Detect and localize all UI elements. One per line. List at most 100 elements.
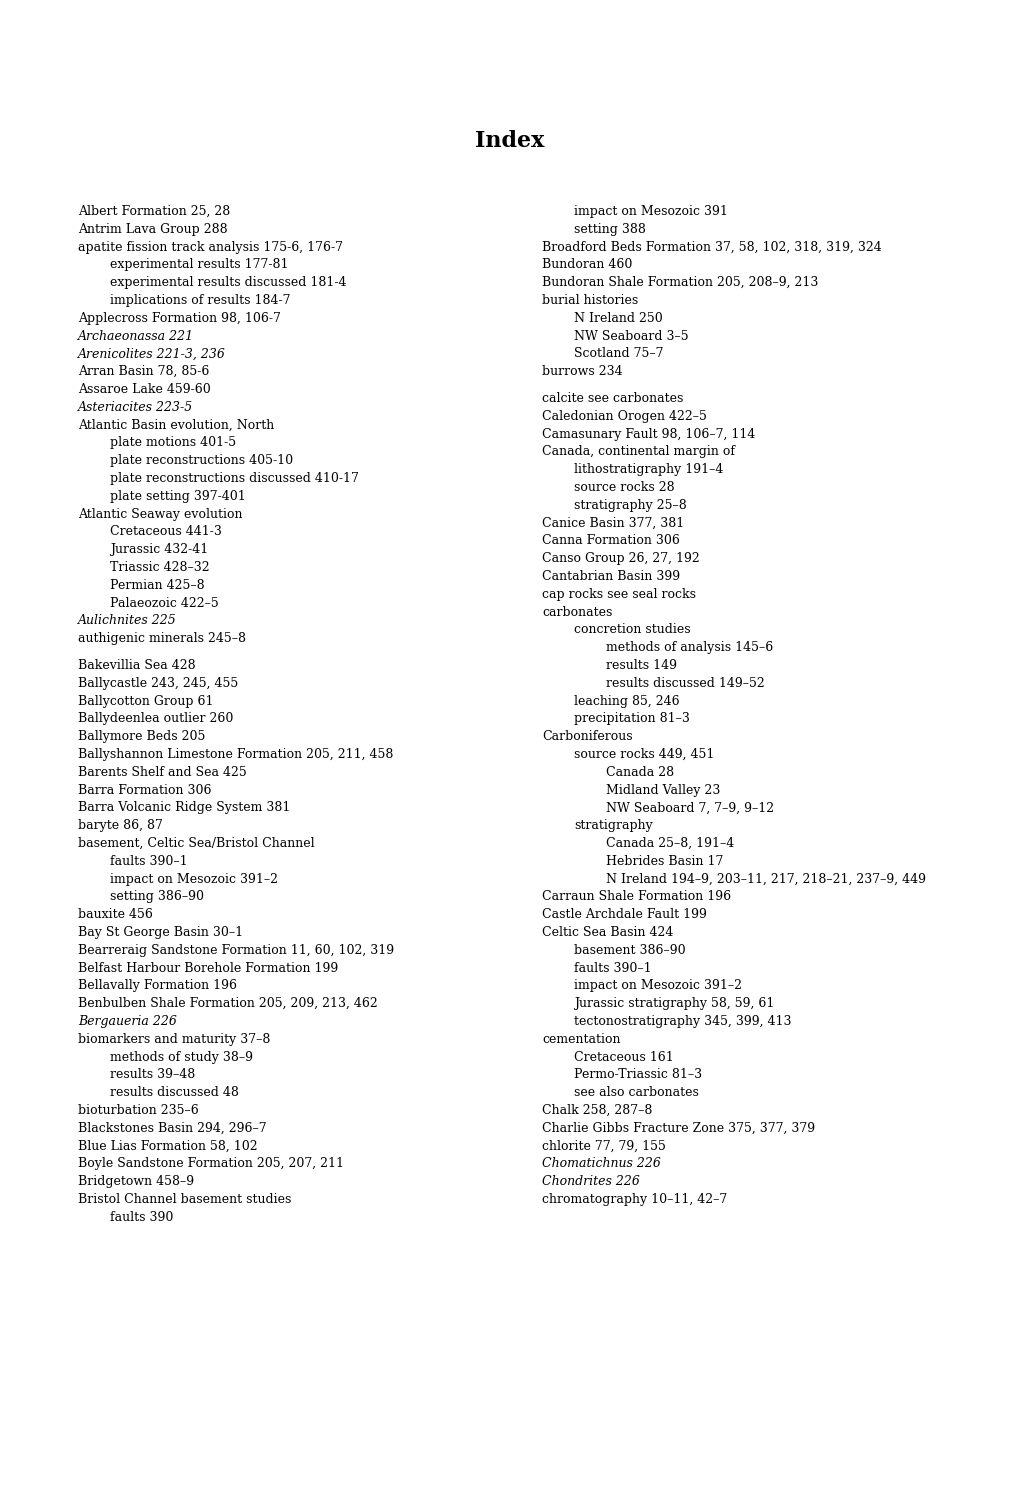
Text: Chondrites 226: Chondrites 226 xyxy=(541,1176,639,1188)
Text: baryte 86, 87: baryte 86, 87 xyxy=(77,820,163,832)
Text: Ballycastle 243, 245, 455: Ballycastle 243, 245, 455 xyxy=(77,676,238,690)
Text: NW Seaboard 7, 7–9, 9–12: NW Seaboard 7, 7–9, 9–12 xyxy=(605,802,773,814)
Text: Bridgetown 458–9: Bridgetown 458–9 xyxy=(77,1176,194,1188)
Text: Benbulben Shale Formation 205, 209, 213, 462: Benbulben Shale Formation 205, 209, 213,… xyxy=(77,998,377,1010)
Text: Canada 28: Canada 28 xyxy=(605,766,674,779)
Text: Bellavally Formation 196: Bellavally Formation 196 xyxy=(77,980,236,992)
Text: results 39–48: results 39–48 xyxy=(110,1068,195,1082)
Text: precipitation 81–3: precipitation 81–3 xyxy=(574,712,689,726)
Text: Chalk 258, 287–8: Chalk 258, 287–8 xyxy=(541,1104,652,1118)
Text: Aulichnites 225: Aulichnites 225 xyxy=(77,615,176,627)
Text: source rocks 449, 451: source rocks 449, 451 xyxy=(574,748,713,761)
Text: Boyle Sandstone Formation 205, 207, 211: Boyle Sandstone Formation 205, 207, 211 xyxy=(77,1158,343,1170)
Text: Cantabrian Basin 399: Cantabrian Basin 399 xyxy=(541,570,680,583)
Text: Ballydeenlea outlier 260: Ballydeenlea outlier 260 xyxy=(77,712,233,726)
Text: Jurassic 432-41: Jurassic 432-41 xyxy=(110,543,208,557)
Text: Bristol Channel basement studies: Bristol Channel basement studies xyxy=(77,1192,291,1206)
Text: Permo-Triassic 81–3: Permo-Triassic 81–3 xyxy=(574,1068,701,1082)
Text: Camasunary Fault 98, 106–7, 114: Camasunary Fault 98, 106–7, 114 xyxy=(541,428,755,441)
Text: cementation: cementation xyxy=(541,1032,620,1046)
Text: Canada, continental margin of: Canada, continental margin of xyxy=(541,446,735,458)
Text: leaching 85, 246: leaching 85, 246 xyxy=(574,694,679,708)
Text: plate reconstructions 405-10: plate reconstructions 405-10 xyxy=(110,455,292,467)
Text: Ballycotton Group 61: Ballycotton Group 61 xyxy=(77,694,213,708)
Text: faults 390: faults 390 xyxy=(110,1210,173,1224)
Text: Index: Index xyxy=(475,130,544,153)
Text: Canso Group 26, 27, 192: Canso Group 26, 27, 192 xyxy=(541,552,699,565)
Text: chromatography 10–11, 42–7: chromatography 10–11, 42–7 xyxy=(541,1192,727,1206)
Text: impact on Mesozoic 391–2: impact on Mesozoic 391–2 xyxy=(574,980,741,992)
Text: experimental results discussed 181-4: experimental results discussed 181-4 xyxy=(110,277,346,289)
Text: implications of results 184-7: implications of results 184-7 xyxy=(110,295,290,307)
Text: Canice Basin 377, 381: Canice Basin 377, 381 xyxy=(541,516,684,530)
Text: methods of analysis 145–6: methods of analysis 145–6 xyxy=(605,642,772,654)
Text: basement, Celtic Sea/Bristol Channel: basement, Celtic Sea/Bristol Channel xyxy=(77,836,314,850)
Text: results 149: results 149 xyxy=(605,660,677,672)
Text: carbonates: carbonates xyxy=(541,606,611,619)
Text: setting 386–90: setting 386–90 xyxy=(110,890,204,904)
Text: impact on Mesozoic 391–2: impact on Mesozoic 391–2 xyxy=(110,872,278,886)
Text: experimental results 177-81: experimental results 177-81 xyxy=(110,259,288,271)
Text: plate setting 397-401: plate setting 397-401 xyxy=(110,489,246,503)
Text: plate motions 401-5: plate motions 401-5 xyxy=(110,437,235,449)
Text: calcite see carbonates: calcite see carbonates xyxy=(541,392,683,405)
Text: bauxite 456: bauxite 456 xyxy=(77,908,153,922)
Text: Arenicolites 221-3, 236: Arenicolites 221-3, 236 xyxy=(77,347,225,361)
Text: Barra Formation 306: Barra Formation 306 xyxy=(77,784,211,796)
Text: tectonostratigraphy 345, 399, 413: tectonostratigraphy 345, 399, 413 xyxy=(574,1014,791,1028)
Text: apatite fission track analysis 175-6, 176-7: apatite fission track analysis 175-6, 17… xyxy=(77,241,342,254)
Text: cap rocks see seal rocks: cap rocks see seal rocks xyxy=(541,588,695,601)
Text: Celtic Sea Basin 424: Celtic Sea Basin 424 xyxy=(541,926,673,939)
Text: basement 386–90: basement 386–90 xyxy=(574,944,685,957)
Text: plate reconstructions discussed 410-17: plate reconstructions discussed 410-17 xyxy=(110,473,359,485)
Text: Caledonian Orogen 422–5: Caledonian Orogen 422–5 xyxy=(541,410,706,423)
Text: Permian 425–8: Permian 425–8 xyxy=(110,579,205,592)
Text: Bergaueria 226: Bergaueria 226 xyxy=(77,1014,176,1028)
Text: Blue Lias Formation 58, 102: Blue Lias Formation 58, 102 xyxy=(77,1140,258,1152)
Text: N Ireland 250: N Ireland 250 xyxy=(574,311,662,325)
Text: Palaeozoic 422–5: Palaeozoic 422–5 xyxy=(110,597,218,609)
Text: burial histories: burial histories xyxy=(541,295,638,307)
Text: Canada 25–8, 191–4: Canada 25–8, 191–4 xyxy=(605,836,734,850)
Text: Arran Basin 78, 85-6: Arran Basin 78, 85-6 xyxy=(77,365,209,378)
Text: Chomatichnus 226: Chomatichnus 226 xyxy=(541,1158,660,1170)
Text: Carboniferous: Carboniferous xyxy=(541,730,632,744)
Text: NW Seaboard 3–5: NW Seaboard 3–5 xyxy=(574,329,688,343)
Text: source rocks 28: source rocks 28 xyxy=(574,482,674,494)
Text: stratigraphy: stratigraphy xyxy=(574,820,652,832)
Text: bioturbation 235–6: bioturbation 235–6 xyxy=(77,1104,199,1118)
Text: Albert Formation 25, 28: Albert Formation 25, 28 xyxy=(77,205,230,218)
Text: Broadford Beds Formation 37, 58, 102, 318, 319, 324: Broadford Beds Formation 37, 58, 102, 31… xyxy=(541,241,880,254)
Text: lithostratigraphy 191–4: lithostratigraphy 191–4 xyxy=(574,464,722,476)
Text: Charlie Gibbs Fracture Zone 375, 377, 379: Charlie Gibbs Fracture Zone 375, 377, 37… xyxy=(541,1122,814,1135)
Text: Cretaceous 161: Cretaceous 161 xyxy=(574,1050,674,1064)
Text: Hebrides Basin 17: Hebrides Basin 17 xyxy=(605,854,722,868)
Text: Assaroe Lake 459-60: Assaroe Lake 459-60 xyxy=(77,383,211,396)
Text: setting 388: setting 388 xyxy=(574,223,645,236)
Text: Ballymore Beds 205: Ballymore Beds 205 xyxy=(77,730,205,744)
Text: Cretaceous 441-3: Cretaceous 441-3 xyxy=(110,525,222,539)
Text: stratigraphy 25–8: stratigraphy 25–8 xyxy=(574,498,686,512)
Text: methods of study 38–9: methods of study 38–9 xyxy=(110,1050,253,1064)
Text: Bay St George Basin 30–1: Bay St George Basin 30–1 xyxy=(77,926,243,939)
Text: Bundoran 460: Bundoran 460 xyxy=(541,259,632,271)
Text: Bakevillia Sea 428: Bakevillia Sea 428 xyxy=(77,660,196,672)
Text: Canna Formation 306: Canna Formation 306 xyxy=(541,534,680,548)
Text: Applecross Formation 98, 106-7: Applecross Formation 98, 106-7 xyxy=(77,311,280,325)
Text: Barents Shelf and Sea 425: Barents Shelf and Sea 425 xyxy=(77,766,247,779)
Text: Castle Archdale Fault 199: Castle Archdale Fault 199 xyxy=(541,908,706,922)
Text: Bundoran Shale Formation 205, 208–9, 213: Bundoran Shale Formation 205, 208–9, 213 xyxy=(541,277,817,289)
Text: Antrim Lava Group 288: Antrim Lava Group 288 xyxy=(77,223,227,236)
Text: Midland Valley 23: Midland Valley 23 xyxy=(605,784,719,796)
Text: Triassic 428–32: Triassic 428–32 xyxy=(110,561,210,574)
Text: Blackstones Basin 294, 296–7: Blackstones Basin 294, 296–7 xyxy=(77,1122,266,1135)
Text: results discussed 48: results discussed 48 xyxy=(110,1086,238,1100)
Text: authigenic minerals 245–8: authigenic minerals 245–8 xyxy=(77,633,246,645)
Text: Asteriacites 223-5: Asteriacites 223-5 xyxy=(77,401,193,414)
Text: see also carbonates: see also carbonates xyxy=(574,1086,698,1100)
Text: biomarkers and maturity 37–8: biomarkers and maturity 37–8 xyxy=(77,1032,270,1046)
Text: Belfast Harbour Borehole Formation 199: Belfast Harbour Borehole Formation 199 xyxy=(77,962,338,974)
Text: burrows 234: burrows 234 xyxy=(541,365,622,378)
Text: Barra Volcanic Ridge System 381: Barra Volcanic Ridge System 381 xyxy=(77,802,290,814)
Text: N Ireland 194–9, 203–11, 217, 218–21, 237–9, 449: N Ireland 194–9, 203–11, 217, 218–21, 23… xyxy=(605,872,925,886)
